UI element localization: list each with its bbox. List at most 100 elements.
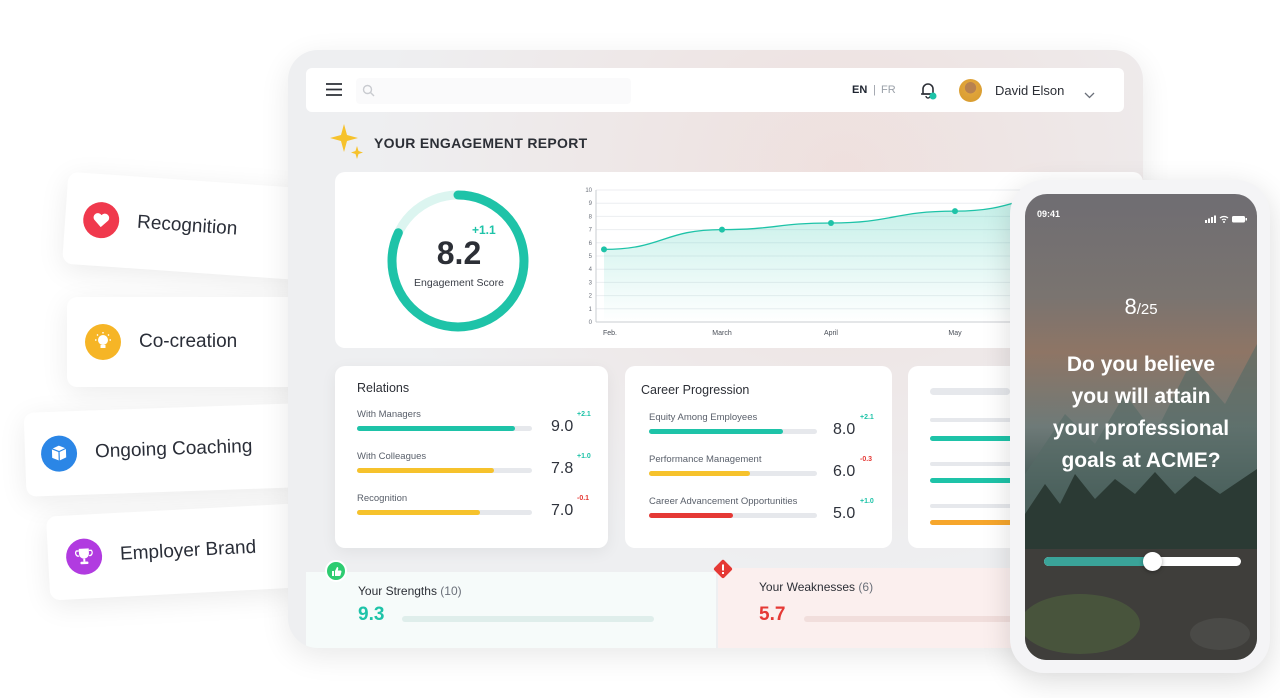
slider-handle[interactable]: [1143, 552, 1163, 571]
y-tick-label: 4: [589, 267, 593, 273]
engagement-score-ring: [387, 190, 529, 332]
row-value: 5.0: [833, 505, 856, 522]
search-icon: [362, 84, 375, 97]
status-time: 09:41: [1037, 209, 1061, 219]
row-value: 6.0: [833, 463, 856, 480]
page-title: YOUR ENGAGEMENT REPORT: [374, 135, 588, 151]
data-point: [601, 246, 607, 253]
sparkle-icon: [330, 122, 366, 165]
status-icons: [1205, 210, 1247, 228]
progress-bar: [357, 510, 532, 515]
chevron-down-icon[interactable]: [1084, 86, 1095, 104]
progress-fill: [649, 471, 750, 476]
row-label: With Managers: [357, 409, 421, 420]
progress-fill: [357, 468, 494, 473]
feature-label: Employer Brand: [119, 536, 257, 565]
row-delta: +2.1: [577, 411, 591, 418]
landscape-background: [1025, 344, 1257, 660]
warning-icon: [712, 558, 734, 585]
tablet-frame: EN | FR David Elson YOUR ENGAGEMENT REPO…: [288, 50, 1143, 648]
y-tick-label: 1: [589, 307, 593, 313]
hamburger-menu-icon[interactable]: [326, 83, 342, 101]
phone-screen: 09:41 8/25 Do you believe you will attai…: [1025, 194, 1257, 660]
row-value: 8.0: [833, 421, 856, 438]
row-delta: -0.3: [860, 456, 873, 463]
survey-question: Do you believe you will attain your prof…: [1052, 353, 1230, 472]
trophy-icon: [65, 537, 104, 576]
x-tick-label: May: [948, 330, 962, 337]
row-value: 9.0: [551, 418, 574, 435]
feature-label: Recognition: [136, 211, 238, 240]
engagement-card: +1.1 8.2 Engagement Score 0 1 2 3 4 5 6 7 8 9 10 Fe…: [335, 172, 1143, 348]
top-bar: EN | FR David Elson: [306, 68, 1124, 112]
slider-fill: [1044, 557, 1153, 566]
progress-bar: [357, 468, 532, 473]
weaknesses-value: 5.7: [759, 604, 786, 625]
y-tick-label: 3: [589, 280, 593, 286]
y-tick-label: 6: [589, 241, 593, 247]
score-label: Engagement Score: [414, 277, 504, 289]
data-point: [952, 208, 958, 215]
feature-employer-brand[interactable]: Employer Brand: [45, 503, 301, 601]
progress-bar: [649, 471, 817, 476]
progress-bar: [649, 513, 817, 518]
row-label: Performance Management: [649, 454, 762, 465]
phone-frame: 09:41 8/25 Do you believe you will attai…: [1010, 180, 1270, 673]
strengths-value: 9.3: [358, 604, 385, 625]
y-tick-label: 7: [589, 228, 593, 234]
feature-label: Ongoing Coaching: [94, 435, 253, 463]
row-label: Recognition: [357, 493, 408, 504]
progress-fill: [649, 513, 733, 518]
row-value: 7.8: [551, 460, 574, 477]
score-value: 8.2: [436, 235, 482, 271]
row-delta: +2.1: [860, 414, 874, 421]
bell-icon[interactable]: [918, 80, 938, 100]
x-tick-label: March: [712, 330, 732, 337]
data-point: [719, 226, 725, 233]
lang-fr-option[interactable]: FR: [881, 84, 896, 96]
thumbs-up-icon: [325, 560, 347, 582]
lightbulb-icon: [85, 324, 121, 360]
strengths-label: Your Strengths (10): [358, 584, 462, 598]
heart-icon: [81, 200, 121, 240]
x-tick-label: April: [824, 330, 838, 337]
lang-separator: |: [873, 84, 876, 96]
row-value: 7.0: [551, 502, 574, 519]
row-label: With Colleagues: [357, 451, 427, 462]
avatar[interactable]: [959, 79, 982, 102]
feature-ongoing-coaching[interactable]: Ongoing Coaching: [23, 403, 302, 497]
feature-co-creation[interactable]: Co-creation: [67, 297, 307, 387]
weaknesses-panel: Your Weaknesses (6) 5.7: [718, 568, 1048, 648]
progress-fill: [357, 426, 515, 431]
row-label: Career Advancement Opportunities: [649, 496, 798, 507]
card-title: Relations: [357, 381, 410, 395]
x-tick-label: Feb.: [603, 330, 617, 337]
relations-card: Relations With Managers 9.0 +2.1 With Col…: [335, 366, 608, 548]
question-progress: 8/25: [1124, 294, 1158, 319]
lang-en-option[interactable]: EN: [852, 84, 868, 96]
feature-recognition[interactable]: Recognition: [62, 171, 308, 281]
chat-box-icon: [40, 434, 78, 473]
score-delta: +1.1: [472, 223, 496, 237]
answer-slider[interactable]: [1044, 552, 1241, 571]
progress-bar: [649, 429, 817, 434]
user-name[interactable]: David Elson: [995, 83, 1065, 98]
area-fill: [604, 192, 1080, 322]
y-tick-label: 0: [589, 320, 593, 326]
y-tick-label: 2: [589, 294, 593, 300]
feature-label: Co-creation: [139, 331, 238, 352]
y-tick-label: 10: [585, 188, 592, 194]
row-delta: -0.1: [577, 495, 590, 502]
progress-bar: [357, 426, 532, 431]
progress-fill: [649, 429, 784, 434]
y-tick-label: 8: [589, 214, 593, 220]
row-delta: +1.0: [860, 498, 874, 505]
data-point: [828, 220, 834, 226]
search-input[interactable]: [356, 78, 631, 104]
y-tick-label: 9: [589, 201, 593, 207]
weaknesses-label: Your Weaknesses (6): [759, 580, 874, 594]
row-label: Equity Among Employees: [649, 412, 758, 423]
strengths-panel: Your Strengths (10) 9.3: [306, 572, 716, 648]
y-tick-label: 5: [589, 254, 593, 260]
career-progression-card: Career Progression Equity Among Employee…: [625, 366, 892, 548]
